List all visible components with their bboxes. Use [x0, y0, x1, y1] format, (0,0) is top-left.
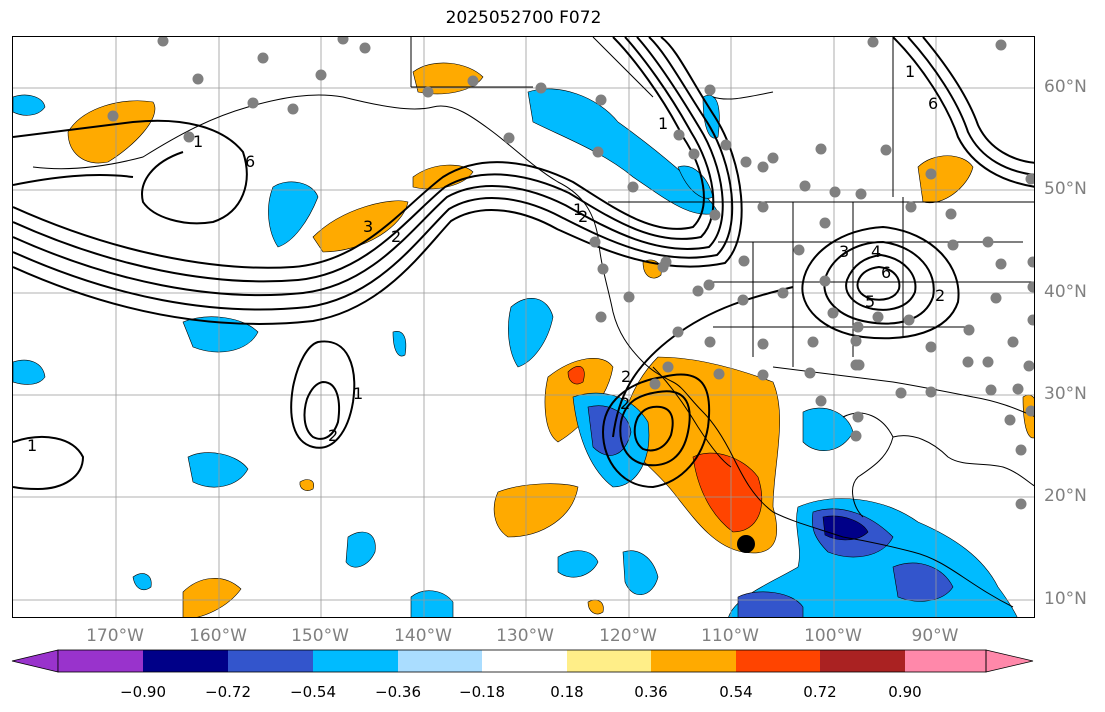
- contour-label: 1: [905, 62, 915, 81]
- colorbar-segment: [313, 650, 398, 672]
- lon-label-90w: 90°W: [911, 626, 959, 646]
- lon-label-170w: 170°W: [86, 626, 144, 646]
- colorbar-segment: [820, 650, 905, 672]
- colorbar-tick-label: −0.72: [205, 683, 251, 701]
- lat-label-20n: 20°N: [1044, 486, 1087, 506]
- colorbar-segment: [482, 650, 567, 672]
- contour-label: 2: [935, 286, 945, 305]
- colorbar-tick-label: 0.90: [888, 683, 922, 701]
- colorbar-tick-label: −0.54: [290, 683, 336, 701]
- colorbar-segment: [905, 650, 986, 672]
- colorbar-high-extension: [985, 649, 1034, 673]
- lat-label-50n: 50°N: [1044, 179, 1087, 199]
- contour-label: 1: [193, 132, 203, 151]
- lat-label-60n: 60°N: [1044, 77, 1087, 97]
- contour-label: 1: [27, 436, 37, 455]
- positive-anomaly-areas: [67, 62, 1034, 617]
- lat-label-30n: 30°N: [1044, 384, 1087, 404]
- colorbar-segment: [651, 650, 736, 672]
- contour-label: 1: [353, 384, 363, 403]
- contour-label: 3: [839, 242, 849, 261]
- colorbar-segment: [228, 650, 313, 672]
- lon-label-100w: 100°W: [804, 626, 862, 646]
- coastlines: [32, 37, 1034, 608]
- colorbar-tick-label: −0.90: [120, 683, 166, 701]
- colorbar-tick-label: 0.72: [803, 683, 837, 701]
- highlight-location-marker: [737, 535, 755, 553]
- map-title: 2025052700 F072: [445, 8, 602, 28]
- contour-label: 6: [245, 152, 255, 171]
- lon-label-120w: 120°W: [599, 626, 657, 646]
- contour-label: 1: [658, 114, 668, 133]
- colorbar-tick-label: −0.36: [375, 683, 421, 701]
- map-canvas: 1 6 1 2 2 3 4 6 5 2 1 2 1 2 2 3 1 6 1: [13, 37, 1034, 617]
- contour-label: 2: [578, 207, 588, 226]
- contour-label: 3: [363, 217, 373, 236]
- contour-label: 6: [928, 94, 938, 113]
- colorbar-segment: [398, 650, 482, 672]
- contour-label: 6: [881, 263, 891, 282]
- map-panel: 1 6 1 2 2 3 4 6 5 2 1 2 1 2 2 3 1 6 1: [12, 36, 1035, 618]
- lat-label-40n: 40°N: [1044, 282, 1087, 302]
- colorbar-tick-label: 0.54: [719, 683, 753, 701]
- colorbar-segment: [567, 650, 651, 672]
- lon-label-160w: 160°W: [189, 626, 247, 646]
- contour-label: 1: [573, 200, 583, 219]
- contour-label: 2: [620, 394, 630, 413]
- contour-label: 2: [328, 426, 338, 445]
- lon-label-130w: 130°W: [496, 626, 554, 646]
- colorbar-segment: [736, 650, 820, 672]
- colorbar: [11, 649, 1034, 673]
- colorbar-low-extension: [11, 649, 59, 673]
- lat-label-10n: 10°N: [1044, 589, 1087, 609]
- lon-label-110w: 110°W: [701, 626, 759, 646]
- contour-label: 4: [871, 242, 881, 261]
- contour-label: 2: [621, 367, 631, 386]
- contour-label: 2: [391, 227, 401, 246]
- colorbar-tick-label: −0.18: [459, 683, 505, 701]
- colorbar-segment: [58, 650, 143, 672]
- colorbar-tick-label: 0.18: [550, 683, 584, 701]
- lon-label-150w: 150°W: [291, 626, 349, 646]
- colorbar-tick-label: 0.36: [634, 683, 668, 701]
- contour-label: 5: [865, 292, 875, 311]
- station-markers: [107, 37, 1034, 510]
- contour-label-group: 1 6 1 2 2 3 4 6 5 2 1 2 1 2 2 3 1 6 1: [27, 62, 945, 455]
- colorbar-segment: [143, 650, 228, 672]
- negative-anomaly-areas: [13, 88, 1018, 617]
- contour-lines: [13, 37, 1034, 491]
- lon-label-140w: 140°W: [394, 626, 452, 646]
